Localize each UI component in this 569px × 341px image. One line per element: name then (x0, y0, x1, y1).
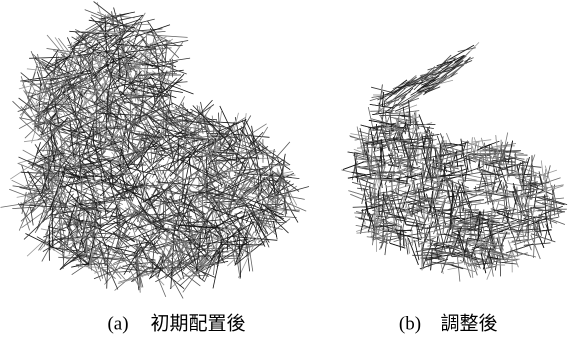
hair-stroke (417, 224, 420, 248)
bunny-initial (1, 2, 310, 299)
hair-stroke (417, 226, 441, 230)
subfigure-label: (b) (399, 313, 421, 334)
hair-stroke (395, 105, 417, 113)
hair-stroke (390, 158, 408, 160)
hair-stroke (470, 212, 471, 239)
hair-stroke (149, 31, 179, 47)
hair-stroke (512, 225, 535, 228)
hair-stroke (406, 111, 419, 113)
hair-stroke (357, 188, 369, 190)
hair-stroke (467, 140, 468, 161)
hair-stroke (140, 35, 158, 56)
hair-stroke (394, 239, 404, 242)
hair-stroke (393, 161, 395, 182)
hair-stroke (419, 115, 429, 140)
hair-stroke (524, 243, 551, 245)
hair-stroke (531, 235, 541, 259)
hair-stroke (541, 160, 543, 180)
hair-stroke (489, 222, 499, 223)
hair-stroke (479, 162, 480, 173)
hair-stroke (35, 193, 59, 233)
hair-stroke (183, 151, 184, 199)
hair-stroke (489, 144, 490, 159)
hair-stroke (533, 221, 546, 224)
hair-stroke (72, 91, 106, 96)
hair-stroke (150, 45, 183, 46)
hair-stroke (515, 239, 518, 257)
hair-stroke (367, 129, 369, 148)
hair-stroke (441, 145, 442, 172)
hair-stroke (187, 157, 202, 158)
hair-stroke (472, 140, 492, 143)
hair-stroke (435, 147, 436, 158)
hair-stroke (421, 151, 423, 163)
subfigure-caption: 調整後 (440, 312, 497, 334)
hair-stroke (145, 224, 165, 245)
hair-stroke (270, 215, 288, 233)
hair-stroke (66, 211, 85, 212)
hair-stroke (504, 253, 528, 260)
hair-stroke (146, 35, 188, 38)
hair-stroke (398, 219, 399, 230)
hair-stroke (503, 169, 516, 170)
hair-stroke (390, 199, 402, 201)
subfigure-caption: 初期配置後 (150, 312, 245, 334)
hair-stroke (471, 203, 486, 205)
hair-stroke (509, 242, 519, 244)
hair-stroke (207, 157, 208, 189)
hair-stroke (465, 165, 468, 182)
hair-stroke (393, 127, 404, 128)
hair-stroke (505, 236, 526, 238)
hair-stroke (523, 161, 524, 190)
hair-stroke (380, 84, 383, 104)
hair-stroke (446, 140, 447, 154)
hair-stroke (544, 231, 547, 244)
subfigure-label: (a) (107, 313, 128, 334)
hair-stroke (21, 202, 30, 230)
hair-stroke (412, 230, 413, 245)
hair-stroke (154, 71, 167, 81)
page: (a) 初期配置後 (b) 調整後 (() => { const data = … (0, 0, 569, 341)
hair-stroke (482, 182, 499, 184)
hair-stroke (236, 119, 245, 161)
bunny-adjusted (342, 42, 568, 281)
hair-stroke (420, 173, 421, 188)
hair-stroke (227, 238, 256, 266)
hair-stroke (370, 111, 394, 112)
figure: (a) 初期配置後 (b) 調整後 (0, 0, 569, 341)
hair-stroke (451, 204, 452, 230)
hair-stroke (87, 229, 88, 258)
hair-stroke (360, 208, 366, 234)
hair-stroke (406, 239, 408, 255)
hair-stroke (151, 148, 152, 166)
hair-stroke (427, 132, 431, 153)
hair-stroke (376, 179, 397, 180)
